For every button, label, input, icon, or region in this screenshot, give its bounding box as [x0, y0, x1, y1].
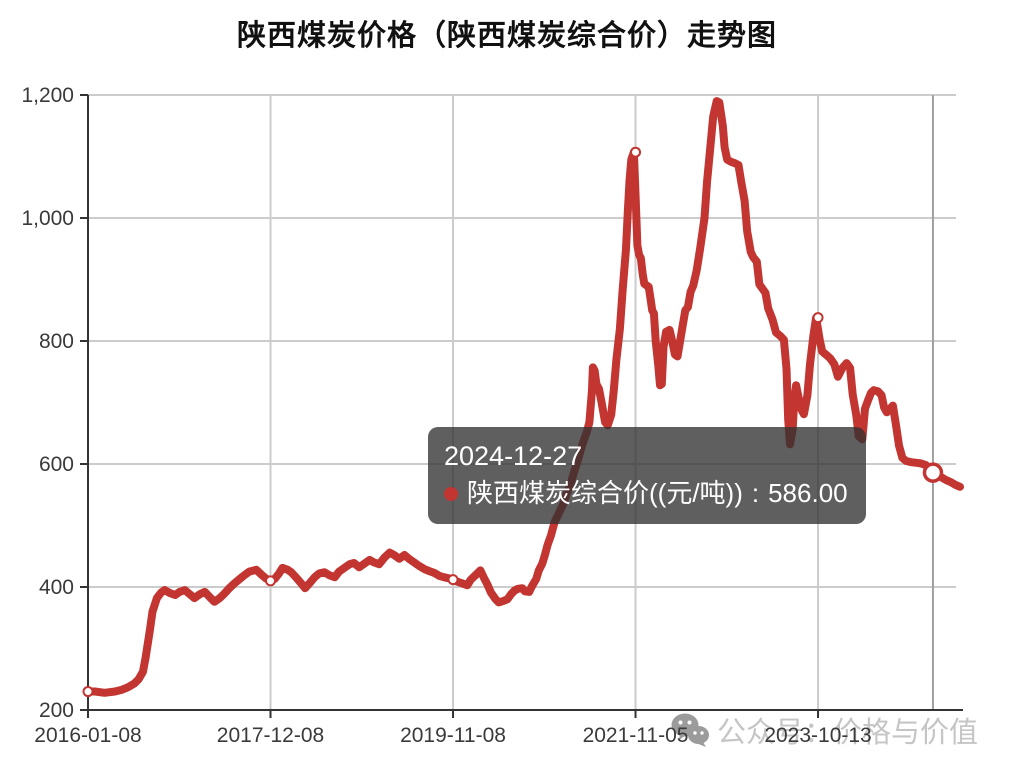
y-axis-label: 800 [39, 330, 74, 353]
x-axis-label: 2023-10-13 [764, 724, 871, 747]
x-axis-label: 2017-12-08 [217, 724, 324, 747]
series-marker-dot [444, 486, 458, 501]
chart-title: 陕西煤炭价格（陕西煤炭综合价）走势图 [236, 20, 777, 52]
y-axis-label: 1,200 [21, 84, 74, 107]
watermark-text: 公众号：价格与价值 [717, 717, 979, 749]
wechat-icon [671, 713, 709, 747]
date-marker [265, 575, 277, 587]
date-marker [82, 686, 94, 698]
watermark: 公众号：价格与价值 [670, 709, 978, 751]
price-line[interactable] [84, 97, 964, 697]
tooltip-date: 2024-12-27 [444, 441, 583, 471]
y-axis-label: 1,000 [21, 207, 74, 230]
tooltip-series-label: 陕西煤炭综合价((元/吨)) [467, 478, 743, 508]
hovered-point-marker[interactable] [922, 462, 944, 483]
tooltip-separator: : [751, 478, 760, 508]
date-marker [447, 574, 459, 586]
tooltip: 2024-12-27 陕西煤炭综合价((元/吨)) : 586.00 [428, 427, 866, 524]
y-axis-label: 400 [39, 576, 74, 599]
y-axis-label: 600 [39, 453, 74, 476]
date-marker [812, 312, 824, 324]
x-axis-label: 2016-01-08 [34, 724, 141, 747]
tooltip-value: 586.00 [768, 478, 848, 508]
date-marker [630, 146, 642, 158]
x-axis-label: 2019-11-08 [400, 724, 506, 747]
y-axis-label: 200 [39, 699, 74, 722]
x-axis-label: 2021-11-05 [583, 724, 689, 747]
